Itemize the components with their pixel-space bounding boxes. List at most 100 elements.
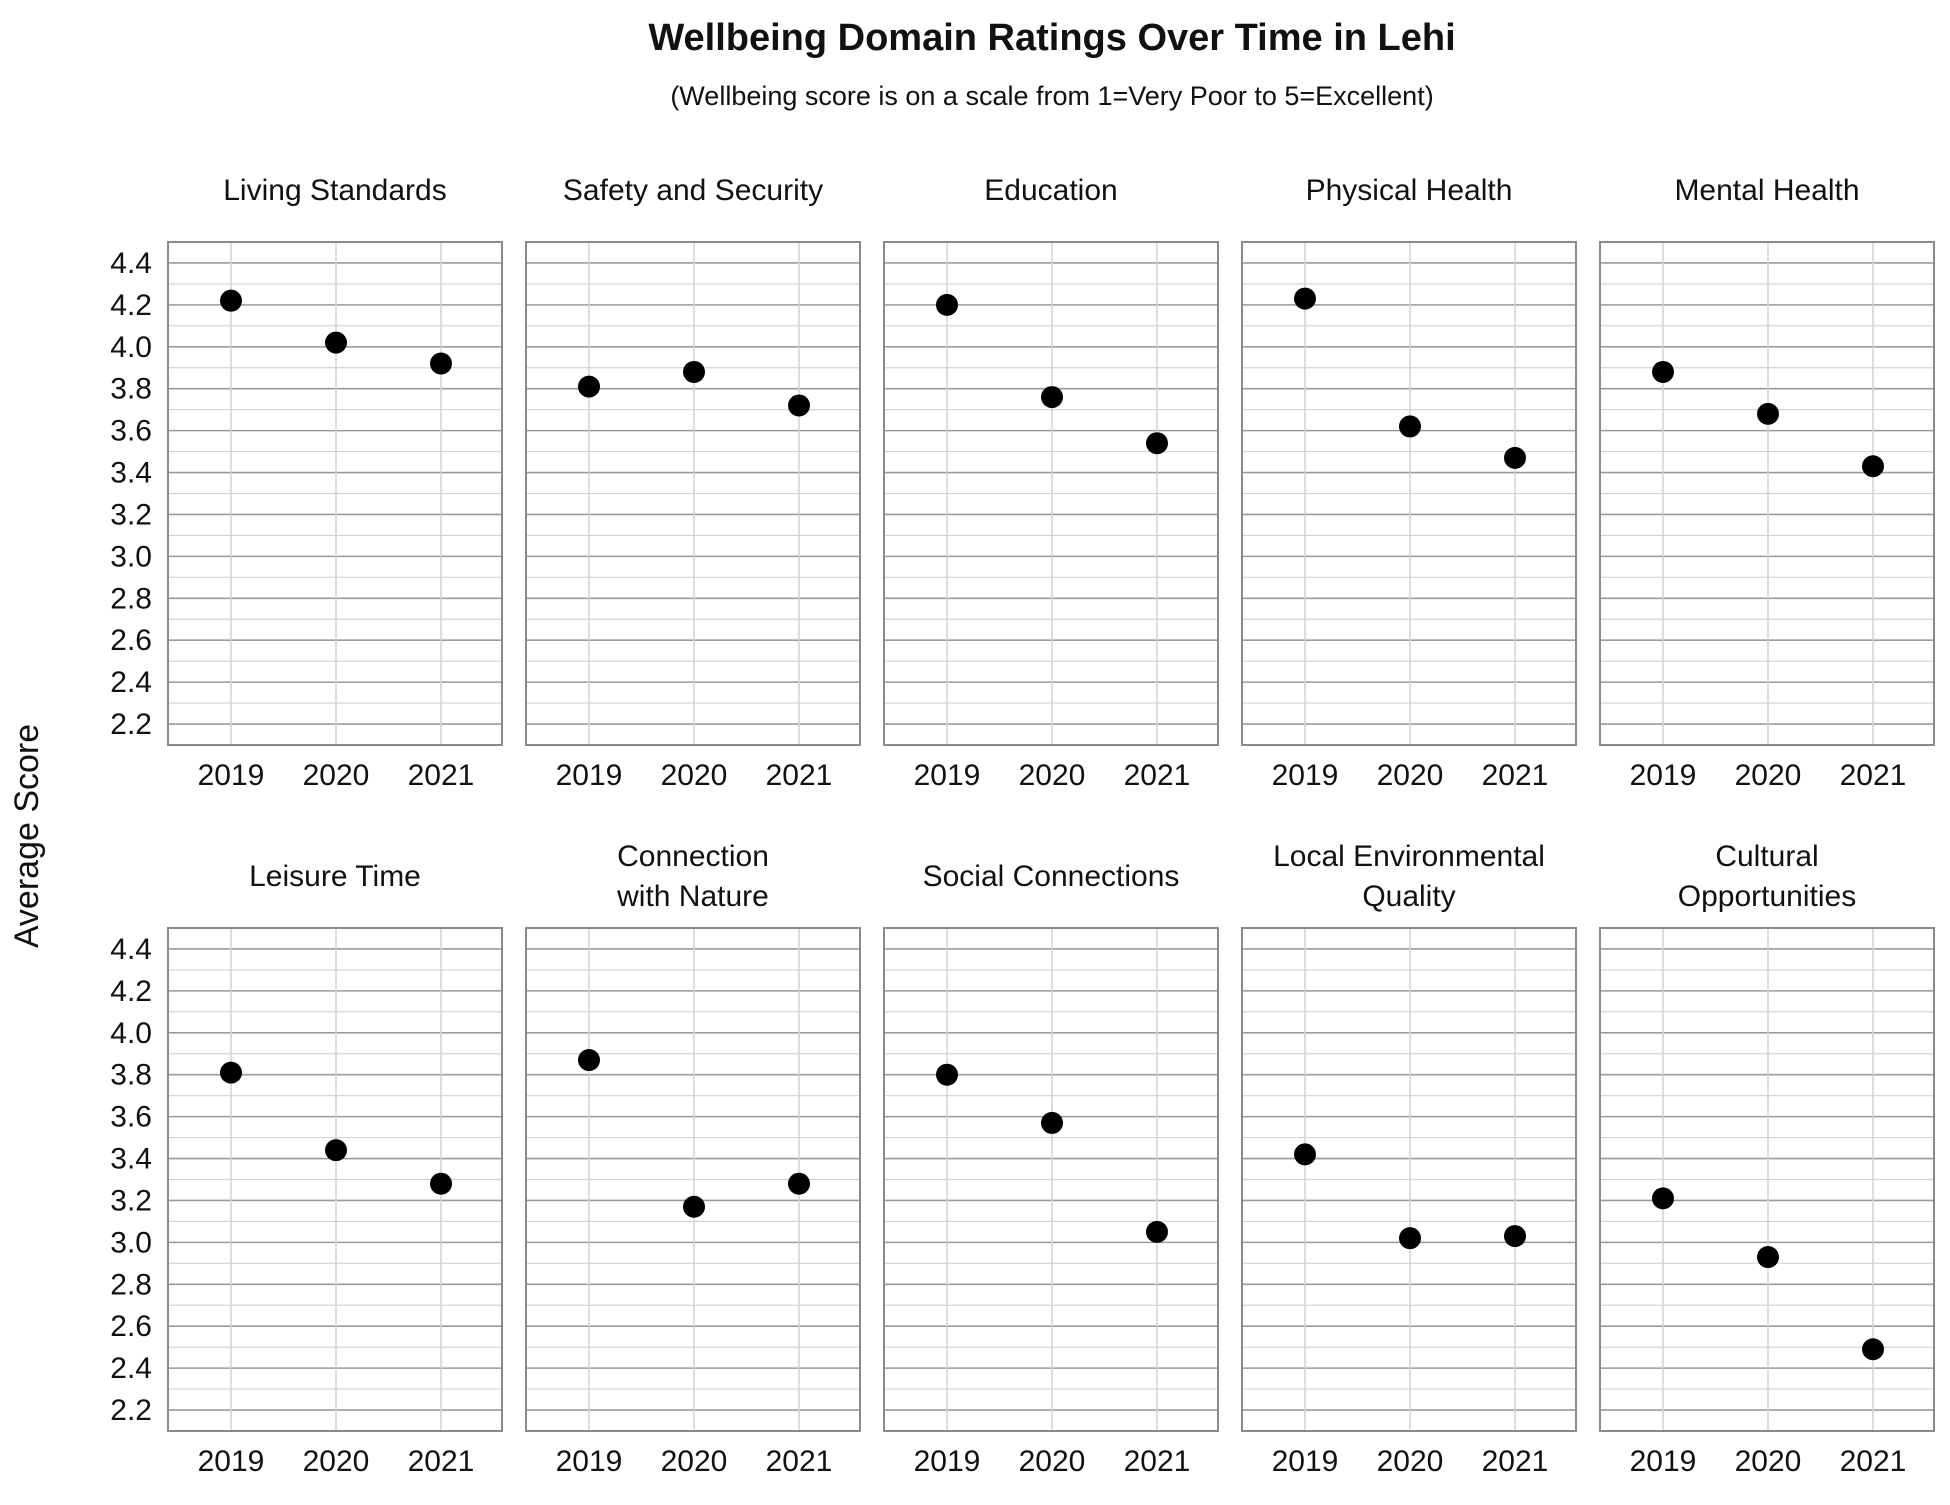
y-axis-label: Average Score — [8, 724, 46, 948]
panel-local-environmental-quality: Local Environmental Quality 2019 2020 2021 — [1241, 840, 1577, 1478]
data-point — [430, 352, 452, 375]
data-point — [1294, 287, 1316, 310]
x-tick-label: 2020 — [1019, 759, 1086, 792]
panel-title: Local Environmental — [1273, 840, 1545, 873]
x-tick-label: 2021 — [766, 759, 833, 792]
x-tick-label: 2021 — [766, 1445, 833, 1478]
x-tick-label: 2020 — [1377, 759, 1444, 792]
y-tick-label: 3.8 — [110, 1059, 152, 1092]
data-point — [936, 293, 958, 316]
panel-frame — [167, 927, 503, 1432]
x-tick-label: 2020 — [1019, 1445, 1086, 1478]
x-tick-label: 2021 — [1840, 759, 1907, 792]
y-tick-label: 3.0 — [110, 1226, 152, 1259]
panel-safety-and-security: Safety and Security 2019 2020 2021 — [525, 174, 861, 792]
data-point — [578, 1049, 600, 1072]
x-tick-label: 2021 — [1840, 1445, 1907, 1478]
panel-title: Living Standards — [223, 174, 446, 207]
x-tick-label: 2019 — [1630, 759, 1697, 792]
x-tick-label: 2020 — [661, 759, 728, 792]
panel-frame — [167, 241, 503, 746]
data-point — [325, 331, 347, 354]
panel-title: Connection — [617, 840, 769, 873]
x-tick-label: 2019 — [556, 759, 623, 792]
x-tick-label: 2019 — [914, 1445, 981, 1478]
y-tick-label: 2.4 — [110, 666, 152, 699]
panel-frame — [525, 241, 861, 746]
panel-connection-with-nature: Connection with Nature 2019 2020 2021 — [525, 840, 861, 1478]
panel-leisure-time: Leisure Time 2019 2020 2021 2.2 2.4 2.6 2.8 3.0 3… — [110, 860, 503, 1478]
y-tick-label: 3.2 — [110, 498, 152, 531]
x-tick-label: 2019 — [1630, 1445, 1697, 1478]
x-tick-label: 2019 — [198, 759, 265, 792]
y-tick-label: 4.4 — [110, 933, 152, 966]
x-tick-label: 2020 — [1735, 1445, 1802, 1478]
y-tick-label: 4.2 — [110, 975, 152, 1008]
data-point — [1399, 1227, 1421, 1250]
y-tick-label: 3.0 — [110, 540, 152, 573]
y-tick-label: 4.2 — [110, 289, 152, 322]
x-tick-label: 2020 — [1735, 759, 1802, 792]
panel-title: Quality — [1362, 880, 1455, 913]
y-tick-label: 3.6 — [110, 1101, 152, 1134]
panel-frame — [1599, 241, 1935, 746]
data-point — [1652, 1187, 1674, 1210]
data-point — [1146, 432, 1168, 455]
data-point — [1757, 402, 1779, 425]
x-tick-label: 2020 — [303, 1445, 370, 1478]
x-tick-label: 2021 — [1124, 759, 1191, 792]
y-tick-label: 2.6 — [110, 1310, 152, 1343]
data-point — [683, 360, 705, 383]
panel-frame — [883, 241, 1219, 746]
panel-education: Education 2019 2020 2021 — [883, 174, 1219, 792]
y-tick-label: 2.2 — [110, 1394, 152, 1427]
x-tick-label: 2021 — [1124, 1445, 1191, 1478]
panel-physical-health: Physical Health 2019 2020 2021 — [1241, 174, 1577, 792]
data-point — [1504, 1225, 1526, 1248]
y-tick-label: 2.6 — [110, 624, 152, 657]
data-point — [936, 1063, 958, 1086]
y-tick-label: 2.2 — [110, 708, 152, 741]
panel-frame — [1241, 927, 1577, 1432]
panel-frame — [525, 927, 861, 1432]
x-tick-label: 2019 — [198, 1445, 265, 1478]
data-point — [1862, 1338, 1884, 1361]
y-tick-label: 4.0 — [110, 1017, 152, 1050]
panel-title: Opportunities — [1678, 880, 1856, 913]
x-tick-label: 2019 — [556, 1445, 623, 1478]
data-point — [1041, 1111, 1063, 1134]
data-point — [683, 1195, 705, 1218]
y-tick-label: 2.8 — [110, 582, 152, 615]
x-tick-label: 2019 — [1272, 759, 1339, 792]
y-tick-label: 3.4 — [110, 1143, 152, 1176]
y-tick-label: 2.8 — [110, 1268, 152, 1301]
data-point — [1146, 1220, 1168, 1243]
panel-cultural-opportunities: Cultural Opportunities 2019 2020 2021 — [1599, 840, 1935, 1478]
x-tick-label: 2021 — [1482, 1445, 1549, 1478]
chart-subtitle: (Wellbeing score is on a scale from 1=Ve… — [670, 81, 1433, 111]
panel-living-standards: Living Standards 2019 2020 2021 2.2 2.4 2.6 2.8… — [110, 174, 503, 792]
x-tick-label: 2021 — [408, 1445, 475, 1478]
chart-title: Wellbeing Domain Ratings Over Time in Le… — [648, 17, 1455, 59]
data-point — [788, 394, 810, 417]
x-tick-label: 2019 — [914, 759, 981, 792]
panel-frame — [1599, 927, 1935, 1432]
y-tick-label: 3.6 — [110, 415, 152, 448]
y-tick-label: 3.2 — [110, 1184, 152, 1217]
data-point — [1652, 360, 1674, 383]
panel-title: Mental Health — [1674, 174, 1859, 207]
x-tick-label: 2021 — [1482, 759, 1549, 792]
y-tick-label: 4.4 — [110, 247, 152, 280]
panel-frame — [883, 927, 1219, 1432]
data-point — [1041, 386, 1063, 409]
panel-mental-health: Mental Health 2019 2020 2021 — [1599, 174, 1935, 792]
data-point — [788, 1172, 810, 1195]
data-point — [578, 375, 600, 398]
x-tick-label: 2020 — [1377, 1445, 1444, 1478]
panel-title: with Nature — [616, 880, 769, 913]
x-tick-label: 2020 — [303, 759, 370, 792]
data-point — [1294, 1143, 1316, 1166]
x-tick-label: 2020 — [661, 1445, 728, 1478]
